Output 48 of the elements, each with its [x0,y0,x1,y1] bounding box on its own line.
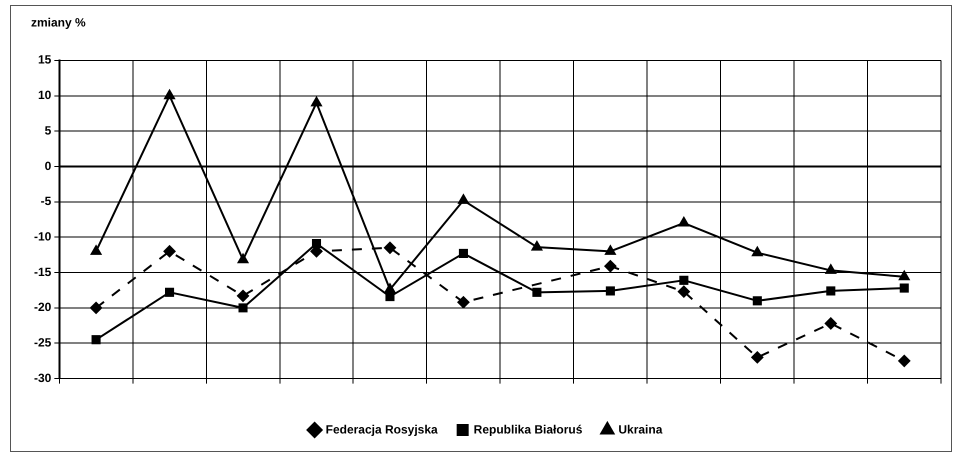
point [532,288,542,297]
y-tick-label: -15 [34,264,52,279]
point [824,317,837,330]
legend-label: Federacja Rosyjska [326,422,438,436]
point [605,245,616,255]
point [826,286,836,296]
point [457,296,470,308]
point [90,302,102,314]
point [752,246,763,256]
point [165,288,174,297]
y-tick-label: 15 [38,52,52,67]
point [164,90,175,100]
point [825,264,836,274]
point [898,354,910,367]
point [384,242,396,254]
point [384,284,396,294]
point [311,96,322,106]
y-tick-label: -5 [40,194,52,208]
y-axis-title: zmiany % [31,16,86,30]
legend-label: Ukraina [618,422,663,436]
y-tick-label: 10 [38,88,52,102]
point [90,245,102,255]
point [678,286,690,298]
point [238,303,248,312]
point [751,351,764,364]
y-tick-label: -10 [34,229,52,244]
point [458,194,469,204]
point [752,296,762,306]
y-tick-label: -25 [34,336,52,350]
point [385,292,394,302]
legend-label: Republika Białoruś [474,422,583,436]
point [164,245,176,258]
point [898,270,910,280]
point [458,248,468,258]
y-tick-label: 5 [44,123,52,138]
point [900,284,909,293]
y-tick-label: -20 [34,300,52,314]
point [679,276,688,285]
point [237,290,250,302]
point [238,254,248,264]
point [606,286,615,296]
y-tick-label: -30 [34,370,52,385]
point [532,241,542,251]
y-tick-label: 0 [44,158,52,173]
point [678,217,690,227]
point [312,239,322,248]
point [92,335,101,344]
point [604,260,616,272]
